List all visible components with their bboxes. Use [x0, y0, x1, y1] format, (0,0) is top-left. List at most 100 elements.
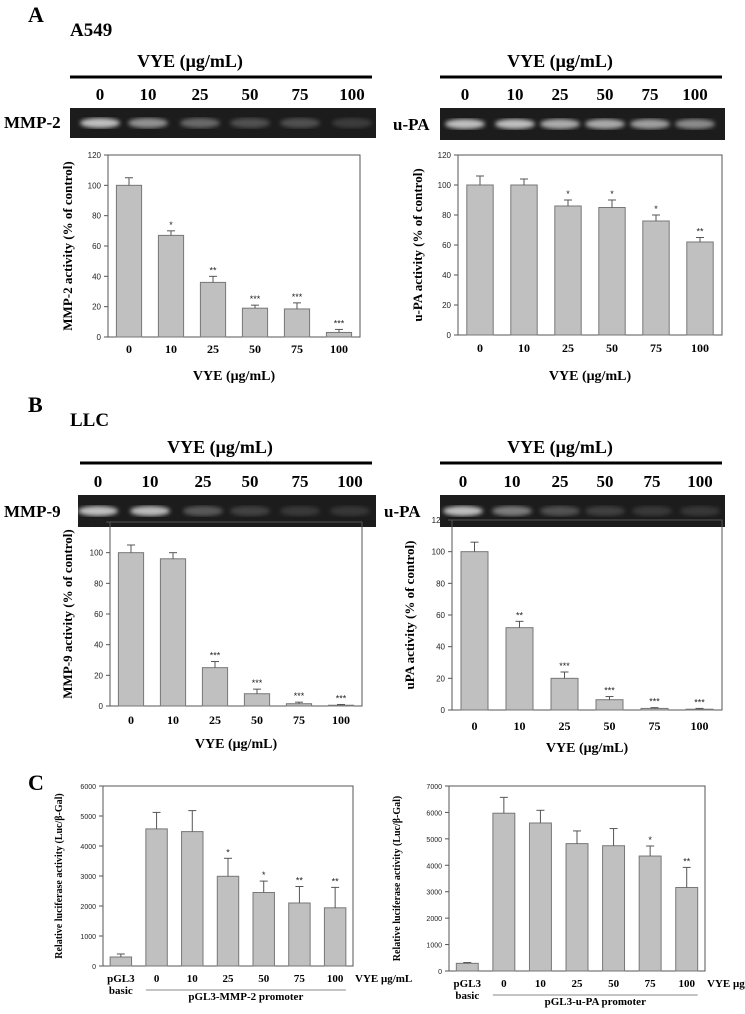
- bar: [181, 831, 204, 967]
- bar: [554, 205, 582, 336]
- bar: [243, 693, 271, 707]
- group-label: pGL3-MMP-2 promoter: [188, 991, 303, 1003]
- gel-band: [632, 506, 672, 516]
- significance-marker: *: [226, 847, 230, 857]
- y-tick-label: 80: [94, 579, 103, 588]
- gel-band: [78, 506, 118, 516]
- bar: [455, 962, 479, 972]
- gel-header: VYE (μg/mL): [137, 51, 243, 72]
- gel-lane-label: 100: [682, 85, 708, 104]
- gel-band: [540, 506, 580, 516]
- x-tick-label: pGL3 basic: [107, 973, 135, 997]
- x-tick-label: 10: [167, 713, 179, 727]
- bar: [595, 699, 624, 711]
- significance-marker: *: [169, 220, 173, 230]
- bar: [199, 281, 227, 338]
- bar: [201, 667, 229, 707]
- bar: [466, 184, 494, 336]
- plot-frame: [107, 154, 361, 338]
- y-tick-label: 40: [442, 271, 451, 280]
- x-tick-label: 25: [572, 978, 584, 990]
- x-tick-label: 10: [187, 973, 199, 985]
- y-tick-label: 20: [436, 674, 445, 683]
- significance-marker: **: [696, 227, 704, 237]
- x-tick-label: 25: [562, 341, 574, 355]
- gel-band: [330, 506, 370, 516]
- y-tick-label: 2000: [426, 916, 442, 923]
- x-tick-label: pGL3 basic: [454, 978, 482, 1002]
- y-tick-label: 0: [99, 702, 104, 711]
- gel-band: [675, 119, 715, 129]
- gel-header: VYE (μg/mL): [507, 51, 613, 72]
- y-tick-label: 60: [92, 242, 101, 251]
- y-tick-label: 40: [92, 272, 101, 281]
- y-tick-label: 3000: [80, 874, 96, 881]
- y-axis-label: Relative luciferase activity (Luc/β-Gal): [54, 793, 65, 959]
- bar: [638, 855, 662, 972]
- bar: [323, 907, 347, 967]
- x-tick-label: 100: [327, 973, 344, 985]
- x-tick-label: 75: [294, 973, 306, 985]
- gel-band: [492, 506, 532, 516]
- gel-band: [495, 119, 535, 129]
- plot-frame: [457, 154, 723, 336]
- y-tick-label: 120: [432, 516, 446, 525]
- gel-band: [128, 118, 168, 128]
- y-tick-label: 60: [94, 610, 103, 619]
- significance-marker: **: [683, 856, 691, 866]
- x-tick-label: 50: [258, 973, 270, 985]
- gel-band: [443, 506, 483, 516]
- gel-lane-label: 50: [242, 85, 259, 104]
- group-label: pGL3-u-PA promoter: [545, 996, 646, 1008]
- bar: [109, 956, 133, 967]
- bar: [288, 902, 311, 967]
- x-tick-label: 25: [559, 719, 571, 733]
- bar: [241, 307, 269, 338]
- x-tick-label: 0: [128, 713, 134, 727]
- x-tick-label: 75: [293, 713, 305, 727]
- y-tick-label: 80: [436, 579, 445, 588]
- gel-lane-label: 25: [552, 85, 569, 104]
- y-tick-label: 6000: [426, 810, 442, 817]
- significance-marker: ***: [252, 678, 263, 688]
- y-tick-label: 100: [90, 549, 104, 558]
- significance-marker: *: [610, 189, 614, 199]
- bar: [602, 845, 626, 972]
- y-tick-label: 60: [436, 611, 445, 620]
- x-tick-label: 0: [501, 978, 507, 990]
- significance-marker: ***: [294, 691, 305, 701]
- bar: [216, 875, 240, 967]
- bar: [327, 704, 355, 707]
- y-tick-label: 60: [442, 241, 451, 250]
- x-tick-label: 100: [332, 713, 350, 727]
- gel-lane-label: 75: [642, 85, 659, 104]
- bar: [642, 220, 670, 336]
- y-tick-label: 3000: [426, 890, 442, 897]
- gel-lane-label: 10: [507, 85, 524, 104]
- x-tick-label: 25: [207, 342, 219, 356]
- y-tick-label: 80: [442, 211, 451, 220]
- y-tick-label: 1000: [426, 943, 442, 950]
- gel-band: [130, 506, 170, 516]
- y-tick-label: 4000: [80, 844, 96, 851]
- gel-lane-label: 50: [242, 472, 259, 491]
- gel-lane-label: 25: [552, 472, 569, 491]
- gel-lane-label: 10: [142, 472, 159, 491]
- y-tick-label: 20: [442, 301, 451, 310]
- x-tick-label: 10: [535, 978, 547, 990]
- x-tick-label: 75: [291, 342, 303, 356]
- x-tick-label: 50: [606, 341, 618, 355]
- bar: [640, 707, 669, 711]
- y-axis-label: MMP-2 activity (% of control): [60, 161, 75, 330]
- gel-lane-label: 50: [597, 85, 614, 104]
- x-tick-label: 0: [477, 341, 483, 355]
- gel-band: [585, 119, 625, 129]
- x-tick-label: 50: [251, 713, 263, 727]
- x-axis-label: VYE (μg/mL): [195, 737, 278, 752]
- gel-lane-label: 0: [461, 85, 470, 104]
- gel-band: [332, 118, 372, 128]
- gel-lane-label: 50: [597, 472, 614, 491]
- gel-image: [70, 108, 376, 138]
- y-tick-label: 20: [92, 303, 101, 312]
